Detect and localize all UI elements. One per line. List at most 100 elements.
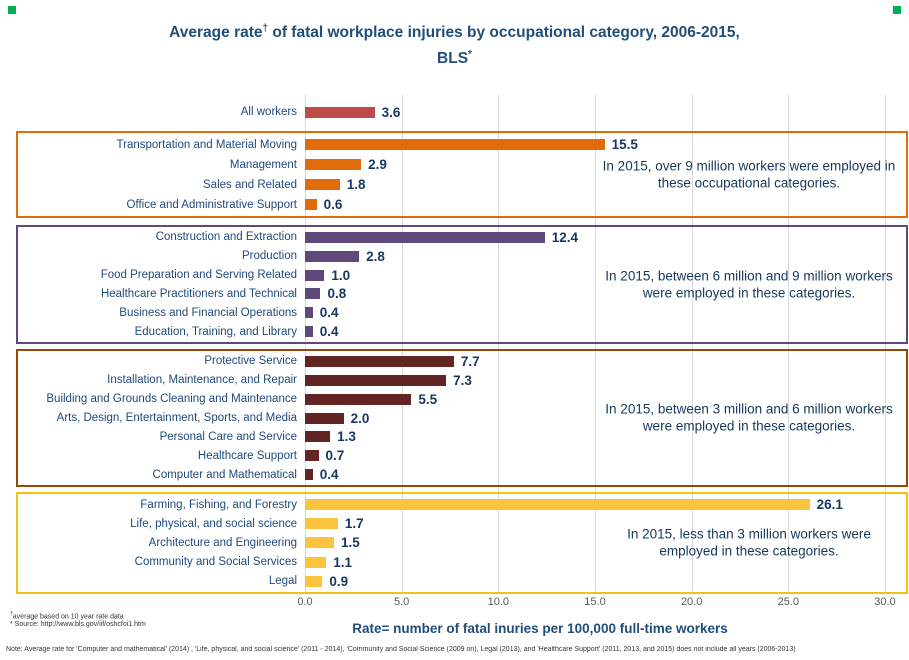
- value-label: 1.8: [346, 177, 366, 192]
- category-label: Management: [229, 158, 297, 171]
- category-label: Personal Care and Service: [159, 430, 297, 443]
- bar-row: Arts, Design, Entertainment, Sports, and…: [18, 410, 906, 427]
- bar-row: Life, physical, and social science 1.7: [18, 515, 906, 532]
- bar: [305, 575, 323, 587]
- x-axis-title: Rate= number of fatal inuries per 100,00…: [352, 621, 728, 636]
- bar-area: 1.0: [305, 267, 906, 284]
- value-label: 7.7: [460, 353, 480, 369]
- bottom-note: Note: Average rate for 'Computer and mat…: [6, 646, 796, 653]
- bar-area: 0.9: [305, 573, 906, 590]
- category-label: Healthcare Practitioners and Technical: [100, 287, 297, 300]
- bar-area: 2.8: [305, 248, 906, 265]
- x-tick-label: 30.0: [874, 596, 896, 608]
- category-label: Architecture and Engineering: [148, 536, 297, 549]
- bar-area: 0.4: [305, 304, 906, 321]
- bar: [305, 231, 545, 243]
- group-box-6-to-9-million: Construction and Extraction 12.4 Productio…: [16, 225, 908, 344]
- value-label: 0.4: [319, 305, 339, 321]
- bar: [305, 374, 447, 386]
- bar-area: 3.6: [305, 104, 906, 121]
- bar-area: 7.3: [305, 372, 906, 389]
- category-label: Education, Training, and Library: [134, 325, 297, 338]
- group-annotation: In 2015, between 6 million and 9 million…: [605, 268, 893, 301]
- category-label: Arts, Design, Entertainment, Sports, and…: [56, 412, 297, 424]
- bar-area: 1.3: [305, 428, 906, 445]
- bar: [305, 469, 313, 481]
- title-asterisk-icon: *: [468, 49, 472, 61]
- category-label: Food Preparation and Serving Related: [100, 269, 297, 282]
- bar-area: 0.4: [305, 466, 906, 483]
- bar-row: Architecture and Engineering 1.5: [18, 534, 906, 551]
- bar-area: 15.5: [305, 136, 906, 153]
- value-label: 3.6: [381, 104, 401, 120]
- bar-area: 1.1: [305, 554, 906, 571]
- bar-row: Food Preparation and Serving Related 1.0: [18, 267, 906, 284]
- bar: [305, 159, 362, 170]
- bar-area: 7.7: [305, 353, 906, 370]
- bar-area: 2.9: [305, 156, 906, 173]
- category-label: Installation, Maintenance, and Repair: [107, 374, 297, 387]
- bar: [305, 393, 412, 405]
- bar-row: Computer and Mathematical 0.4: [18, 466, 906, 483]
- bar-row: Transportation and Material Moving 15.5: [18, 136, 906, 153]
- footnote-dagger-icon: †: [10, 611, 13, 617]
- bar-area: 1.5: [305, 534, 906, 551]
- title-text-1: Average rate: [169, 24, 263, 42]
- bar-row: Building and Grounds Cleaning and Mainte…: [18, 391, 906, 408]
- bar: [305, 431, 331, 443]
- bar: [305, 450, 319, 462]
- category-label: Construction and Extraction: [155, 231, 297, 244]
- value-label: 7.3: [453, 372, 472, 388]
- bar-row: Office and Administrative Support 0.6: [18, 196, 906, 213]
- value-label: 1.3: [337, 429, 356, 445]
- footnote-source: * Source: http://www.bls.gov/iif/oshcfoi…: [10, 621, 146, 628]
- category-label: All workers: [240, 106, 297, 118]
- bar-area: 12.4: [305, 229, 906, 246]
- value-label: 0.7: [325, 448, 345, 464]
- value-label: 2.0: [350, 410, 370, 426]
- footnote-average-rate: †average based on 10 year rate data: [10, 611, 124, 620]
- bar-area: 1.8: [305, 176, 906, 193]
- value-label: 1.0: [331, 267, 351, 283]
- value-label: 2.9: [368, 157, 387, 172]
- bar-row: All workers 3.6: [18, 104, 906, 121]
- category-label: Production: [242, 250, 297, 263]
- category-label: Sales and Related: [203, 178, 297, 191]
- value-label: 26.1: [816, 497, 843, 513]
- category-label: Legal: [268, 575, 297, 588]
- corner-decoration-right: [893, 6, 901, 14]
- bar-row: Production 2.8: [18, 248, 906, 265]
- category-label: Computer and Mathematical: [152, 468, 297, 481]
- title-text-3: BLS: [437, 50, 469, 68]
- bar-row: Sales and Related 1.8: [18, 176, 906, 193]
- bar: [305, 355, 454, 367]
- group-annotation: In 2015, over 9 million workers were emp…: [602, 158, 896, 191]
- chart-title: Average rate† of fatal workplace injurie…: [0, 18, 909, 70]
- bar: [305, 326, 313, 338]
- bar: [305, 139, 605, 150]
- bar: [305, 537, 334, 549]
- title-text-2: of fatal workplace injuries by occupatio…: [268, 24, 740, 42]
- title-dagger-icon: †: [262, 23, 269, 34]
- value-label: 2.8: [366, 248, 385, 264]
- category-label: Business and Financial Operations: [119, 306, 297, 319]
- bar-row: Personal Care and Service 1.3: [18, 428, 906, 445]
- category-label: Office and Administrative Support: [126, 198, 297, 211]
- x-tick-label: 0.0: [297, 596, 313, 608]
- x-tick-label: 15.0: [584, 596, 606, 608]
- value-label: 15.5: [611, 137, 638, 152]
- bar: [305, 412, 344, 424]
- value-label: 0.4: [319, 324, 339, 340]
- bar-row: Protective Service 7.7: [18, 353, 906, 370]
- bar: [305, 518, 338, 530]
- value-label: 1.5: [341, 535, 360, 551]
- value-label: 5.5: [418, 391, 438, 407]
- group-box-3-to-6-million: Protective Service 7.7 Installation, Maint…: [16, 349, 908, 487]
- bar: [305, 106, 375, 118]
- value-label: 0.9: [329, 573, 349, 589]
- value-label: 0.8: [327, 286, 347, 302]
- bar-row: Management 2.9: [18, 156, 906, 173]
- category-label: Transportation and Material Moving: [116, 138, 297, 151]
- group-box-all-workers: All workers 3.6: [16, 99, 908, 125]
